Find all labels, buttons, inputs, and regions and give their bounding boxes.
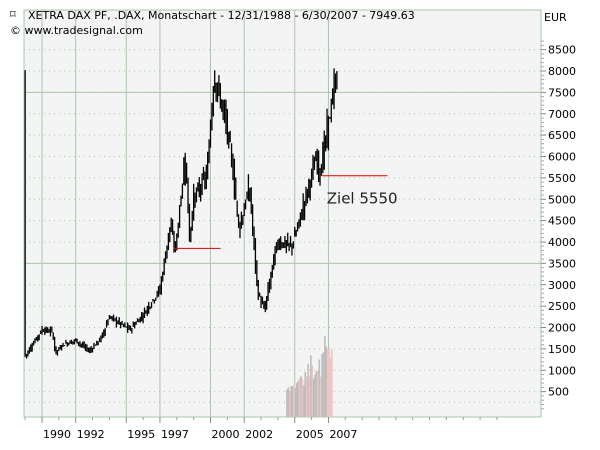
copyright: © www.tradesignal.com xyxy=(10,24,143,37)
volume-bar xyxy=(319,376,322,417)
y-tick-label: 6500 xyxy=(548,129,576,142)
volume-bar xyxy=(288,392,291,417)
volume-bar xyxy=(294,388,297,417)
volume-bar xyxy=(325,346,328,417)
annotations: Ziel 5550 xyxy=(173,175,398,249)
volume-bar xyxy=(286,389,288,417)
volume-bar xyxy=(322,352,325,417)
volume-bar xyxy=(301,378,304,417)
volume-bar xyxy=(326,348,329,417)
volume-bar xyxy=(331,348,333,417)
volume-bar xyxy=(329,357,332,417)
target-label: Ziel 5550 xyxy=(327,189,398,207)
x-tick-label: 2000 xyxy=(212,428,240,441)
y-tick-label: 1500 xyxy=(548,343,576,356)
y-tick-label: 2500 xyxy=(548,300,576,313)
x-axis: 1990 1992 1995 1997 2000 2002 2005 2007 xyxy=(24,417,498,441)
chart-marker-icon[interactable]: ⌑ xyxy=(10,8,16,21)
y-tick-label: 6000 xyxy=(548,151,576,164)
volume-bar xyxy=(287,387,290,417)
y-tick-label: 7000 xyxy=(548,108,576,121)
volume-bar xyxy=(328,349,330,417)
x-tick-label: 2007 xyxy=(329,428,357,441)
volume-bar xyxy=(293,387,295,417)
volume-bar xyxy=(297,380,300,417)
volume-bar xyxy=(311,365,314,417)
x-tick-label: 1990 xyxy=(43,428,71,441)
volume-bar xyxy=(312,378,315,417)
volume-bar xyxy=(295,383,298,417)
y-tick-label: 4000 xyxy=(548,236,576,249)
y-tick-label: 3500 xyxy=(548,257,576,270)
volume-bar xyxy=(305,376,308,417)
y-axis: 500 1000 1500 2000 2500 3000 3500 4000 4500 5000 5… xyxy=(541,40,576,410)
volume-bar xyxy=(324,336,326,417)
x-tick-label: 1992 xyxy=(77,428,105,441)
x-tick-label: 2002 xyxy=(245,428,273,441)
volume-bar xyxy=(298,377,301,417)
y-tick-label: 2000 xyxy=(548,322,576,335)
volume-bar xyxy=(304,371,307,417)
plot-area xyxy=(23,9,542,418)
y-tick-label: 3000 xyxy=(548,279,576,292)
y-tick-label: 4500 xyxy=(548,215,576,228)
volume-bar xyxy=(291,386,294,417)
x-tick-label: 1995 xyxy=(127,428,155,441)
volume-bar xyxy=(303,385,305,417)
volume-bar xyxy=(300,376,302,417)
y-tick-label: 5000 xyxy=(548,193,576,206)
volume-bars xyxy=(286,336,333,417)
volume-bar xyxy=(317,370,319,417)
y-tick-label: 8000 xyxy=(548,65,576,78)
x-tick-label: 1997 xyxy=(161,428,189,441)
y-tick-label: 7500 xyxy=(548,86,576,99)
y-tick-label: 1000 xyxy=(548,364,576,377)
currency-label: EUR xyxy=(544,11,567,24)
x-tick-label: 2005 xyxy=(296,428,324,441)
volume-bar xyxy=(315,371,318,417)
volume-bar xyxy=(308,376,311,417)
volume-bar xyxy=(310,355,312,417)
chart-title: XETRA DAX PF, .DAX, Monatschart - 12/31/… xyxy=(28,9,415,22)
volume-bar xyxy=(321,354,323,417)
y-tick-label: 5500 xyxy=(548,172,576,185)
volume-bar xyxy=(314,374,316,417)
price-bars xyxy=(24,68,338,359)
volume-bar xyxy=(307,363,309,417)
y-tick-label: 8500 xyxy=(548,44,576,57)
volume-bar xyxy=(318,359,321,417)
y-tick-label: 500 xyxy=(548,386,569,399)
volume-bar xyxy=(290,386,292,417)
